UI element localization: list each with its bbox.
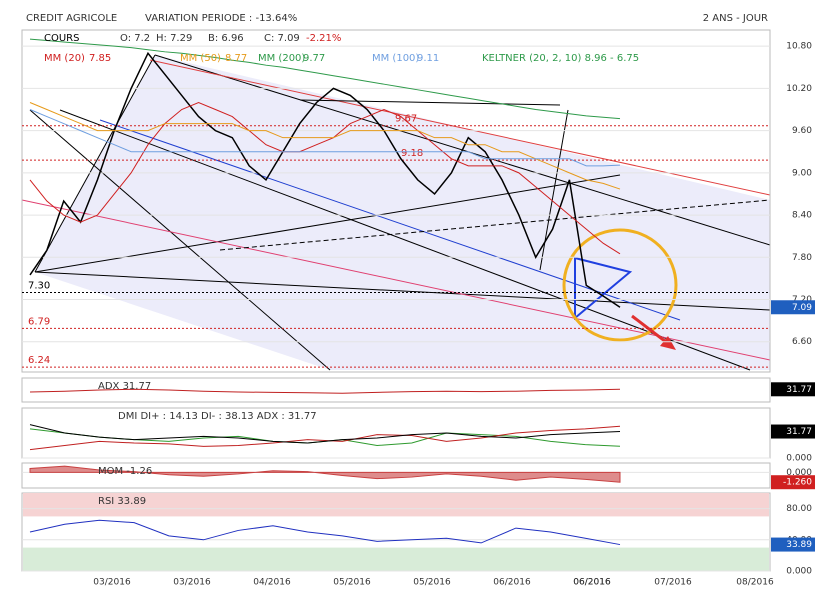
- level-label: 9.18: [401, 148, 423, 159]
- legend-entry: MM (200): [258, 53, 305, 64]
- panel: [21, 462, 771, 489]
- period: 2 ANS - JOUR: [703, 13, 768, 24]
- trendline: [219, 199, 771, 251]
- line: [29, 109, 621, 167]
- zone: [23, 547, 769, 571]
- x-tick-label: 03/2016: [93, 578, 131, 588]
- last-value-box: [771, 475, 815, 490]
- trendline: [34, 174, 621, 273]
- last-value-label: -1.260: [783, 478, 812, 488]
- trendline: [99, 119, 681, 321]
- ohlc: C: 7.09: [264, 33, 300, 44]
- last-value-label: 31.77: [786, 427, 812, 437]
- chart-title: CREDIT AGRICOLE: [26, 13, 117, 24]
- x-tick-label: 07/2016: [654, 578, 692, 588]
- level-label: 9.67: [395, 114, 417, 125]
- panel-title: RSI 33.89: [98, 496, 146, 507]
- y-tick-label: 0.000: [786, 567, 812, 577]
- last-value-box: [771, 300, 815, 315]
- last-value-label: 33.89: [786, 540, 812, 550]
- y-tick-label: 8.40: [792, 211, 812, 221]
- x-tick-label: 05/2016: [333, 578, 371, 588]
- ohlc: B: 6.96: [208, 33, 244, 44]
- trendline: [34, 54, 156, 273]
- panel: [21, 29, 771, 373]
- variation: VARIATION PERIODE : -13.64%: [145, 13, 297, 24]
- panel: [21, 377, 771, 403]
- x-tick-label: 06/2016: [493, 578, 531, 588]
- legend-value: 9.11: [417, 53, 439, 64]
- y-tick-label: 7.80: [792, 253, 812, 263]
- panel-title: DMI DI+ : 14.13 DI- : 38.13 ADX : 31.77: [118, 411, 317, 422]
- x-tick-label: 06/2016: [573, 578, 611, 588]
- y-tick-label: 9.60: [792, 126, 812, 136]
- line: [29, 424, 621, 444]
- x-tick-label: 08/2016: [736, 578, 774, 588]
- keltner: KELTNER (20, 2, 10) 8.96 - 6.75: [482, 53, 639, 64]
- legend-value: 7.85: [89, 53, 111, 64]
- legend-entry: COURS: [44, 33, 79, 44]
- level-label: 6.79: [28, 316, 50, 327]
- zone: [23, 493, 769, 517]
- y-tick-label: 0.000: [786, 468, 812, 478]
- area: [29, 465, 621, 483]
- channel: [35, 55, 770, 370]
- last-value-label: 31.77: [786, 385, 812, 395]
- level-label: 7.30: [28, 280, 50, 291]
- line: [29, 51, 621, 308]
- y-tick-label: 10.20: [786, 84, 812, 94]
- y-tick-label: 80.00: [786, 504, 812, 514]
- x-tick-label: 06/2016: [573, 578, 611, 588]
- level-label: 6.24: [28, 355, 50, 366]
- x-tick-label: 03/2016: [173, 578, 211, 588]
- trendline: [29, 109, 331, 371]
- panel-title: MOM -1.26: [98, 466, 152, 477]
- last-value-label: 7.09: [792, 303, 812, 313]
- y-tick-label: 0.000: [786, 454, 812, 464]
- legend-entry: MM (20): [44, 53, 85, 64]
- trendline: [299, 99, 561, 106]
- arrow-head: [660, 336, 676, 350]
- line: [29, 519, 621, 546]
- line: [29, 425, 621, 451]
- line: [29, 102, 621, 190]
- line: [29, 388, 621, 394]
- line: [29, 101, 621, 255]
- legend-value: 9.77: [303, 53, 325, 64]
- arrow: [631, 314, 671, 347]
- last-value-box: [771, 537, 815, 552]
- line: [29, 38, 621, 120]
- change: -2.21%: [306, 33, 341, 44]
- drawings: [21, 54, 771, 371]
- x-tick-label: 04/2016: [253, 578, 291, 588]
- legend-entry: MM (50): [180, 53, 221, 64]
- trendline: [59, 109, 751, 371]
- y-tick-label: 7.20: [792, 295, 812, 305]
- y-tick-label: 10.80: [786, 42, 812, 52]
- panel-title: ADX 31.77: [98, 381, 151, 392]
- last-value-box: [771, 382, 815, 397]
- ohlc: O: 7.2: [120, 33, 150, 44]
- y-tick-label: 9.00: [792, 168, 812, 178]
- highlight: [562, 228, 678, 342]
- x-tick-label: 05/2016: [413, 578, 451, 588]
- ohlc: H: 7.29: [156, 33, 192, 44]
- y-tick-label: 6.60: [792, 337, 812, 347]
- last-value-box: [771, 424, 815, 439]
- legend-value: 8.77: [225, 53, 247, 64]
- trendline: [34, 271, 771, 311]
- legend-entry: MM (100): [372, 53, 419, 64]
